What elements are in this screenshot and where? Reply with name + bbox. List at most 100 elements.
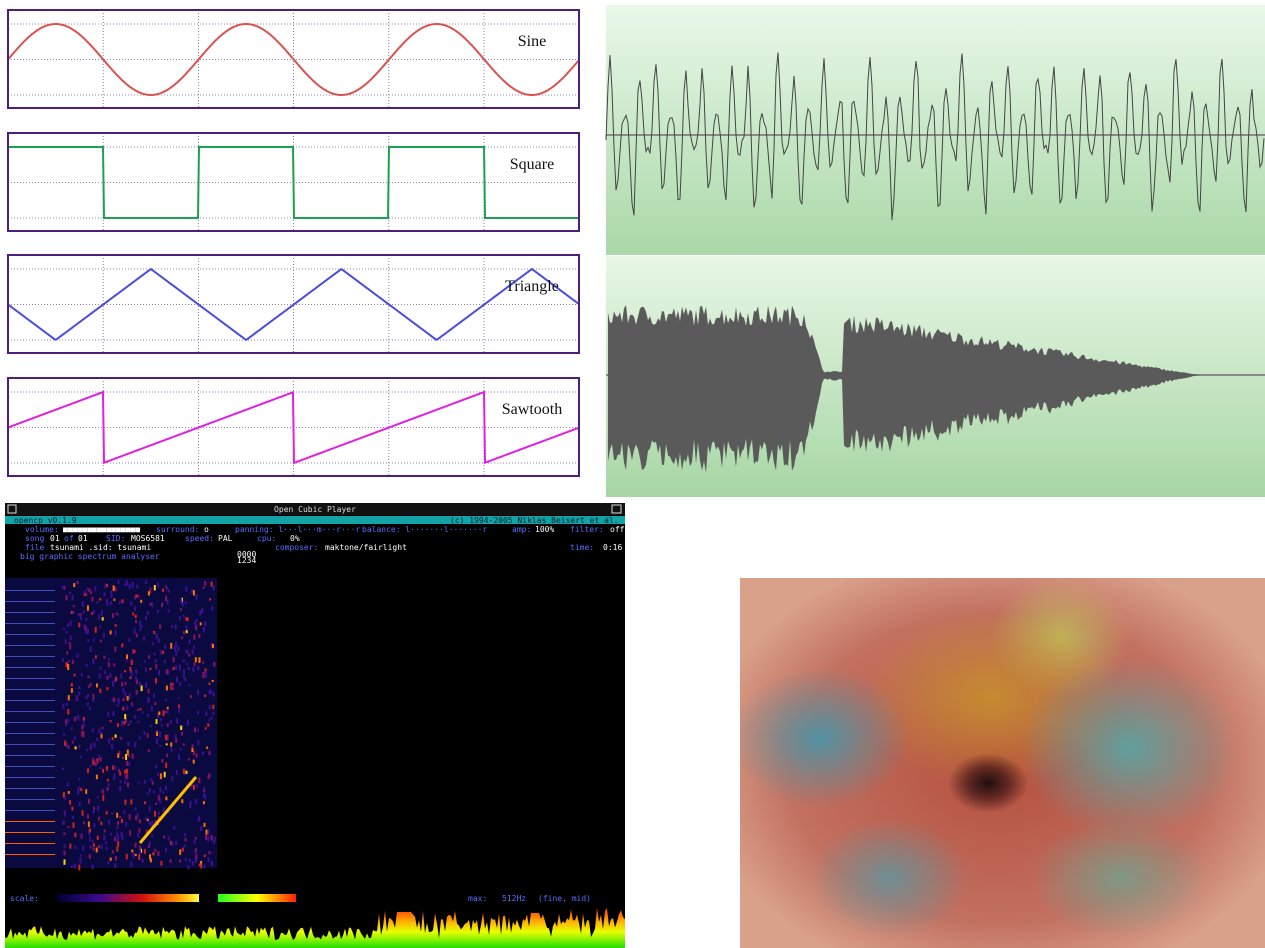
spectrogram-cell bbox=[87, 702, 89, 706]
spectrogram-cell bbox=[131, 850, 133, 853]
spectrogram-cell bbox=[90, 845, 92, 849]
spectrogram-cell bbox=[92, 658, 94, 664]
spectrogram-cell bbox=[168, 589, 170, 593]
color-scale bbox=[218, 894, 296, 902]
spectrogram-cell bbox=[120, 781, 122, 784]
spectrogram-cell bbox=[160, 773, 162, 779]
spectrogram-cell bbox=[111, 744, 113, 750]
spectrogram-cell bbox=[141, 685, 143, 691]
spectrogram-cell bbox=[113, 585, 115, 590]
spectrogram-cell bbox=[79, 801, 81, 806]
spectrogram-cell bbox=[165, 763, 167, 768]
spectrogram-cell bbox=[126, 773, 128, 779]
spectrogram-cell bbox=[197, 711, 199, 714]
spectrogram-band bbox=[5, 645, 55, 646]
fractal-image bbox=[740, 578, 1265, 948]
spectrogram-cell bbox=[178, 697, 180, 699]
spectrogram-cell bbox=[170, 859, 172, 862]
waveform-label: Sawtooth bbox=[502, 401, 562, 418]
spectrogram-cell bbox=[134, 715, 136, 719]
terminal-text: cpu: bbox=[257, 534, 276, 543]
spectrogram-cell bbox=[74, 674, 76, 677]
spectrogram-cell bbox=[163, 836, 165, 839]
spectrogram-cell bbox=[203, 587, 205, 589]
spectrogram-cell bbox=[171, 776, 173, 781]
spectrogram-cell bbox=[159, 787, 161, 792]
spectrogram-cell bbox=[87, 814, 89, 818]
spectrogram-cell bbox=[131, 702, 133, 705]
spectrogram-cell bbox=[115, 624, 117, 627]
spectrogram-cell bbox=[148, 689, 150, 693]
spectrogram-cell bbox=[111, 812, 113, 814]
spectrogram-cell bbox=[205, 671, 207, 677]
spectrogram-cell bbox=[135, 677, 137, 681]
spectrogram-cell bbox=[183, 674, 185, 679]
spectrogram-band bbox=[5, 744, 55, 745]
spectrogram-cell bbox=[145, 668, 147, 672]
spectrogram-cell bbox=[71, 611, 73, 614]
spectrogram-cell bbox=[207, 836, 209, 842]
spectrogram-cell bbox=[158, 812, 160, 816]
spectrogram-cell bbox=[186, 626, 188, 630]
spectrogram-cell bbox=[187, 865, 189, 870]
spectrogram-cell bbox=[183, 769, 185, 774]
spectrogram-cell bbox=[126, 655, 128, 659]
spectrogram-cell bbox=[173, 667, 175, 670]
spectrogram-cell bbox=[62, 821, 64, 825]
spectrogram-band bbox=[5, 810, 55, 811]
spectrogram-cell bbox=[175, 841, 177, 846]
spectrogram-cell bbox=[92, 840, 94, 843]
spectrogram-cell bbox=[69, 642, 71, 645]
spectrogram-cell bbox=[135, 620, 137, 623]
spectrogram-cell bbox=[78, 745, 80, 749]
spectrogram-cell bbox=[153, 790, 155, 793]
spectrogram-cell bbox=[67, 624, 69, 628]
spectrogram-cell bbox=[204, 581, 206, 586]
spectrogram-cell bbox=[185, 858, 187, 861]
terminal-text: big graphic spectrum analyser bbox=[20, 552, 160, 561]
spectrogram-cell bbox=[99, 626, 101, 628]
spectrogram-cell bbox=[101, 610, 103, 616]
spectrogram-cell bbox=[162, 589, 164, 592]
spectrogram-band bbox=[5, 843, 55, 844]
spectrogram-cell bbox=[116, 846, 118, 851]
spectrogram-cell bbox=[90, 744, 92, 749]
spectrogram-cell bbox=[148, 845, 150, 848]
spectrogram-cell bbox=[195, 857, 197, 863]
spectrogram-cell bbox=[98, 817, 100, 821]
spectrogram-cell bbox=[158, 638, 160, 643]
spectrogram-cell bbox=[167, 599, 169, 605]
page: SineSquareTriangleSawtooth Open Cubic Pl… bbox=[0, 0, 1265, 948]
spectrogram-cell bbox=[196, 784, 198, 788]
spectrogram-cell bbox=[158, 712, 160, 716]
spectrogram-cell bbox=[149, 822, 151, 826]
spectrogram-cell bbox=[110, 858, 112, 861]
terminal-text: time: bbox=[570, 543, 594, 552]
spectrogram-cell bbox=[68, 826, 70, 828]
spectrogram-cell bbox=[108, 738, 110, 743]
terminal-text: 1234 bbox=[237, 556, 256, 565]
spectrogram-cell bbox=[121, 819, 123, 823]
spectrogram-cell bbox=[189, 684, 191, 686]
spectrogram-cell bbox=[80, 788, 82, 791]
terminal-text: ■■■■■■■■■■■■■■■■ bbox=[63, 525, 140, 534]
spectrogram-band bbox=[5, 788, 55, 789]
spectrogram-cell bbox=[211, 861, 213, 866]
spectrogram-cell bbox=[93, 807, 95, 810]
spectrogram-cell bbox=[180, 599, 182, 605]
spectrogram-band bbox=[5, 722, 55, 723]
spectrogram-cell bbox=[166, 669, 168, 674]
spectrogram-cell bbox=[148, 591, 150, 595]
spectrogram-cell bbox=[67, 783, 69, 787]
spectrogram-cell bbox=[123, 721, 125, 725]
spectrogram-cell bbox=[204, 795, 206, 800]
spectrogram-cell bbox=[80, 858, 82, 864]
spectrogram-cell bbox=[97, 796, 99, 799]
spectrogram-cell bbox=[131, 671, 133, 677]
spectrogram-cell bbox=[203, 787, 205, 791]
terminal-text: song bbox=[25, 534, 44, 543]
spectrogram-cell bbox=[119, 601, 121, 605]
spectrogram-cell bbox=[139, 737, 141, 740]
spectrogram-cell bbox=[135, 808, 137, 811]
spectrogram-cell bbox=[197, 690, 199, 696]
